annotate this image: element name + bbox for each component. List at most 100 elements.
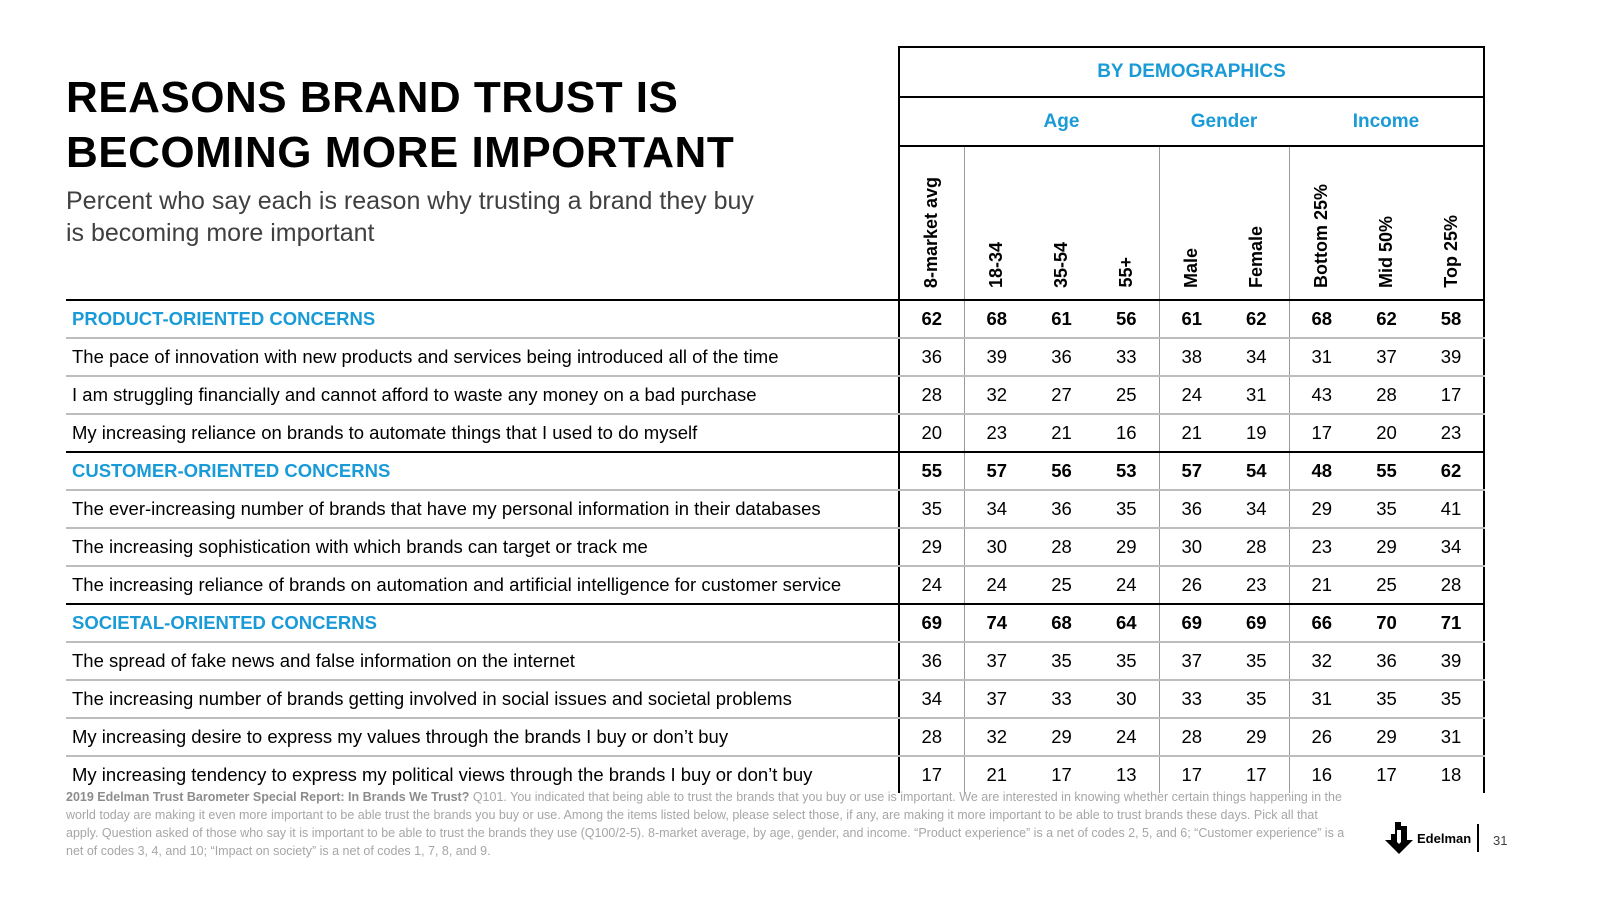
cell-value: 54 xyxy=(1224,452,1289,491)
footnote-source: 2019 Edelman Trust Barometer Special Rep… xyxy=(66,790,470,804)
cell-value: 61 xyxy=(1158,300,1224,339)
cell-value: 68 xyxy=(1288,300,1354,339)
cell-value: 31 xyxy=(1288,338,1354,377)
row-label: I am struggling financially and cannot a… xyxy=(66,376,899,415)
section-label: CUSTOMER-ORIENTED CONCERNS xyxy=(66,452,899,491)
cell-value: 58 xyxy=(1419,300,1485,339)
cell-value: 69 xyxy=(1224,604,1289,643)
cell-value: 34 xyxy=(1224,338,1289,377)
cell-value: 24 xyxy=(1094,566,1159,605)
data-table: BY DEMOGRAPHICS Age Gender Income 8-mark… xyxy=(66,46,1485,793)
cell-value: 25 xyxy=(1029,566,1094,605)
row-label: The pace of innovation with new products… xyxy=(66,338,899,377)
edelman-logo-icon xyxy=(1385,822,1413,854)
logo-wordmark: Edelman xyxy=(1417,831,1472,846)
row-label: The spread of fake news and false inform… xyxy=(66,642,899,681)
cell-value: 30 xyxy=(963,528,1029,567)
row-label: The increasing number of brands getting … xyxy=(66,680,899,719)
cell-value: 69 xyxy=(898,604,964,643)
cell-value: 21 xyxy=(1029,414,1094,453)
table-row: My increasing desire to express my value… xyxy=(66,718,1485,757)
cell-value: 20 xyxy=(1354,414,1419,453)
cell-value: 66 xyxy=(1288,604,1354,643)
edelman-logo: Edelman xyxy=(1383,820,1479,854)
cell-value: 28 xyxy=(1354,376,1419,415)
cell-value: 36 xyxy=(1354,642,1419,681)
cell-value: 56 xyxy=(1029,452,1094,491)
cell-value: 23 xyxy=(1419,414,1485,453)
cell-value: 48 xyxy=(1288,452,1354,491)
section-label: SOCIETAL-ORIENTED CONCERNS xyxy=(66,604,899,643)
footnote: 2019 Edelman Trust Barometer Special Rep… xyxy=(66,788,1346,860)
cell-value: 61 xyxy=(1029,300,1094,339)
cell-value: 33 xyxy=(1158,680,1224,719)
cell-value: 17 xyxy=(1051,764,1072,785)
cell-value: 26 xyxy=(1158,566,1224,605)
table-row: My increasing reliance on brands to auto… xyxy=(66,414,1485,453)
cell-value: 17 xyxy=(1376,764,1397,785)
table-row: The increasing reliance of brands on aut… xyxy=(66,566,1485,605)
cell-value: 13 xyxy=(1115,764,1137,785)
cell-value: 21 xyxy=(1288,566,1354,605)
cell-value: 17 xyxy=(1288,414,1354,453)
cell-value: 53 xyxy=(1094,452,1159,491)
title-line-1: REASONS BRAND TRUST IS xyxy=(66,73,679,122)
cell-value: 19 xyxy=(1224,414,1289,453)
cell-value: 25 xyxy=(1094,376,1159,415)
cell-value: 33 xyxy=(1094,338,1159,377)
cell-value: 24 xyxy=(1158,376,1224,415)
section-row: CUSTOMER-ORIENTED CONCERNS 55 57 56 53 57 54 48… xyxy=(66,452,1485,491)
table-row: I am struggling financially and cannot a… xyxy=(66,376,1485,415)
column-header: Mid 50% xyxy=(1354,146,1419,301)
cell-value: 34 xyxy=(963,490,1029,529)
cell-value: 21 xyxy=(1158,414,1224,453)
cell-value: 30 xyxy=(1094,680,1159,719)
column-header: Top 25% xyxy=(1419,146,1485,301)
cell-value: 69 xyxy=(1158,604,1224,643)
footer-divider xyxy=(1477,824,1479,852)
cell-value: 34 xyxy=(898,680,964,719)
group-age: Age xyxy=(964,97,1159,147)
cell-value: 62 xyxy=(1224,300,1289,339)
cell-value: 36 xyxy=(1158,490,1224,529)
group-income: Income xyxy=(1289,97,1485,147)
cell-value: 28 xyxy=(898,718,964,757)
table-row: The increasing number of brands getting … xyxy=(66,680,1485,719)
cell-value: 18 xyxy=(1419,756,1485,793)
section-row: SOCIETAL-ORIENTED CONCERNS 69 74 68 64 69 69 66… xyxy=(66,604,1485,643)
row-label: My increasing reliance on brands to auto… xyxy=(66,414,899,453)
cell-value: 68 xyxy=(963,300,1029,339)
cell-value: 32 xyxy=(963,376,1029,415)
cell-value: 36 xyxy=(898,642,964,681)
cell-value: 62 xyxy=(898,300,964,339)
cell-value: 32 xyxy=(963,718,1029,757)
cell-value: 21 xyxy=(963,756,1029,793)
section-label: PRODUCT-ORIENTED CONCERNS xyxy=(66,300,899,339)
cell-value: 55 xyxy=(1354,452,1419,491)
cell-value: 35 xyxy=(1354,490,1419,529)
cell-value: 23 xyxy=(963,414,1029,453)
cell-value: 35 xyxy=(898,490,964,529)
cell-value: 36 xyxy=(898,338,964,377)
column-header: 8-market avg xyxy=(898,146,964,301)
cell-value: 35 xyxy=(1094,490,1159,529)
cell-value: 29 xyxy=(1029,718,1094,757)
cell-value: 26 xyxy=(1288,718,1354,757)
cell-value: 29 xyxy=(1354,718,1419,757)
cell-value: 17 xyxy=(1245,764,1267,785)
cell-value: 28 xyxy=(1224,528,1289,567)
cell-value: 41 xyxy=(1419,490,1485,529)
cell-value: 62 xyxy=(1354,300,1419,339)
cell-value: 62 xyxy=(1419,452,1485,491)
cell-value: 25 xyxy=(1354,566,1419,605)
cell-value: 29 xyxy=(1288,490,1354,529)
cell-value: 39 xyxy=(1419,338,1485,377)
cell-value: 29 xyxy=(1354,528,1419,567)
cell-value: 31 xyxy=(1288,680,1354,719)
table-row: My increasing tendency to express my pol… xyxy=(66,756,1485,793)
row-label: My increasing tendency to express my pol… xyxy=(72,764,813,785)
cell-value: 32 xyxy=(1288,642,1354,681)
row-label: The ever-increasing number of brands tha… xyxy=(66,490,899,529)
cell-value: 35 xyxy=(1354,680,1419,719)
cell-value: 34 xyxy=(1419,528,1485,567)
